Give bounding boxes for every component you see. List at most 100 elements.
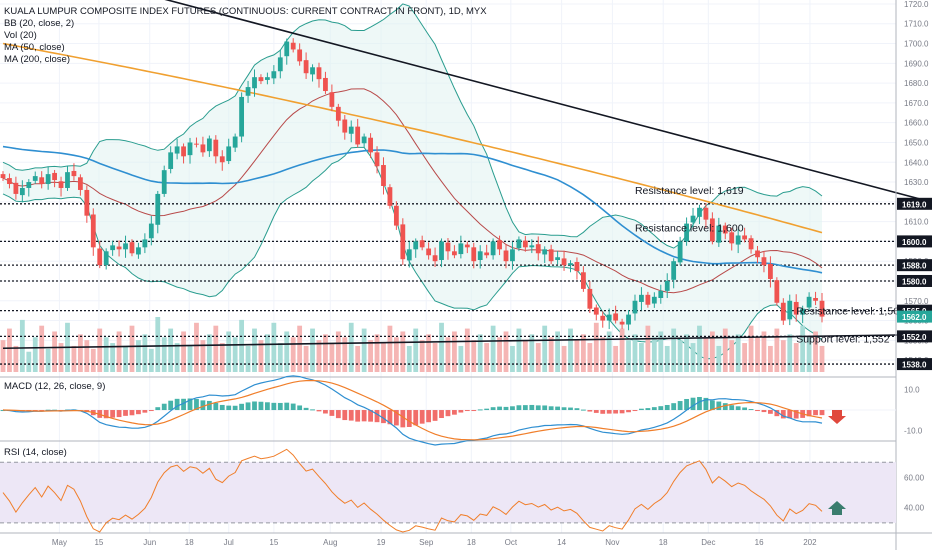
- macd-histogram-bar: [658, 406, 664, 411]
- macd-histogram-bar: [187, 398, 193, 411]
- macd-histogram-bar: [181, 398, 186, 411]
- volume-bar: [232, 337, 238, 372]
- macd-line: [2, 375, 823, 446]
- candle-body: [432, 255, 438, 262]
- volume-bar: [419, 340, 425, 372]
- macd-histogram-bar: [555, 406, 560, 411]
- macd-histogram-bar: [387, 410, 393, 425]
- volume-bar: [361, 328, 367, 372]
- volume-bar: [129, 325, 135, 372]
- macd-tick-label: 10.0: [904, 385, 920, 394]
- candle-body: [748, 238, 754, 250]
- candle-body: [664, 280, 670, 291]
- volume-bar: [39, 325, 45, 372]
- macd-histogram-bar: [174, 398, 180, 411]
- candle-body: [226, 146, 232, 162]
- volume-bar: [13, 345, 19, 372]
- macd-histogram-bar: [671, 403, 677, 411]
- price-tick-label: 1650.0: [904, 138, 929, 147]
- macd-histogram-bar: [755, 410, 760, 412]
- candle-body: [574, 261, 580, 272]
- candle-body: [626, 314, 631, 325]
- volume-bar: [593, 322, 599, 372]
- volume-bar: [619, 328, 625, 372]
- volume-bar: [787, 334, 793, 372]
- volume-bar: [290, 337, 296, 372]
- rsi-tick-label: 60.00: [904, 473, 925, 482]
- macd-histogram-bar: [381, 410, 386, 424]
- price-tick-label: 1630.0: [904, 178, 929, 187]
- volume-bar: [355, 345, 361, 372]
- macd-histogram-bar: [361, 410, 367, 422]
- candle-body: [561, 258, 567, 266]
- macd-histogram-bar: [439, 410, 444, 419]
- volume-bar: [239, 319, 245, 372]
- volume-bar: [742, 343, 748, 372]
- candle-body: [735, 235, 741, 245]
- macd-histogram-bar: [697, 396, 702, 411]
- volume-bar: [709, 331, 715, 372]
- candle-body: [613, 313, 619, 321]
- candle-body: [90, 214, 96, 248]
- volume-bar: [252, 328, 257, 372]
- candle-body: [258, 77, 264, 82]
- volume-bar: [458, 345, 464, 372]
- macd-histogram-bar: [284, 402, 290, 411]
- candle-body: [522, 240, 528, 248]
- candle-body: [393, 205, 399, 226]
- macd-histogram-bar: [271, 402, 277, 411]
- candle-body: [174, 146, 180, 154]
- macd-histogram-bar: [471, 410, 477, 412]
- macd-histogram-bar: [355, 410, 361, 422]
- candle-body: [703, 207, 709, 220]
- time-tick-label: 18: [467, 538, 476, 547]
- macd-histogram-bar: [729, 405, 735, 411]
- macd-histogram-bar: [542, 405, 548, 411]
- volume-bar: [664, 345, 670, 372]
- macd-histogram-bar: [813, 410, 818, 416]
- candle-body: [110, 245, 116, 251]
- volume-bar: [413, 328, 419, 372]
- price-level-tag: [897, 310, 932, 323]
- volume-bar: [497, 337, 502, 372]
- macd-title[interactable]: MACD (12, 26, close, 9): [4, 381, 105, 392]
- macd-histogram-bar: [651, 407, 657, 411]
- candle-body: [716, 225, 722, 243]
- macd-histogram-bar: [123, 410, 128, 416]
- price-level-tag-label: 1562.0: [902, 313, 927, 322]
- volume-bar: [658, 331, 664, 372]
- volume-bar: [748, 325, 754, 372]
- macd-histogram-bar: [194, 398, 199, 411]
- volume-bar: [168, 328, 174, 372]
- time-tick-label: Jun: [143, 538, 156, 547]
- legend-ma50[interactable]: MA (50, close): [4, 42, 65, 53]
- symbol-title[interactable]: KUALA LUMPUR COMPOSITE INDEX FUTURES (CO…: [4, 6, 487, 17]
- rsi-title[interactable]: RSI (14, close): [4, 447, 67, 458]
- candle-body: [542, 249, 548, 255]
- volume-bar: [800, 325, 806, 372]
- macd-histogram-bar: [232, 405, 238, 411]
- chart-legend: KUALA LUMPUR COMPOSITE INDEX FUTURES (CO…: [4, 6, 487, 65]
- macd-histogram-bar: [503, 406, 509, 411]
- time-axis[interactable]: May 15 Jun 18 Jul 15 Aug 19 Sep 18 Oct 14 Nov 18 Dec 16…: [52, 538, 817, 547]
- macd-histogram-bar: [432, 410, 438, 421]
- macd-histogram-bar: [516, 405, 522, 411]
- candle-body: [639, 294, 644, 302]
- time-tick-label: 18: [659, 538, 668, 547]
- candle-body: [645, 294, 651, 305]
- legend-vol[interactable]: Vol (20): [4, 30, 37, 41]
- candle-body: [800, 308, 806, 315]
- legend-bb[interactable]: BB (20, close, 2): [4, 18, 74, 29]
- volume-bar: [316, 340, 322, 372]
- volume-bar: [510, 345, 515, 372]
- volume-bar: [329, 343, 335, 372]
- volume-bar: [393, 337, 399, 372]
- candle-body: [452, 251, 457, 256]
- candle-body: [26, 182, 32, 188]
- candle-body: [19, 187, 25, 196]
- price-axis[interactable]: 1540.01550.01560.01570.01580.01590.01600…: [897, 0, 932, 371]
- volume-bar: [181, 331, 186, 372]
- price-level-tag: [897, 330, 932, 343]
- legend-ma200[interactable]: MA (200, close): [4, 54, 70, 65]
- macd-histogram-bar: [258, 401, 264, 411]
